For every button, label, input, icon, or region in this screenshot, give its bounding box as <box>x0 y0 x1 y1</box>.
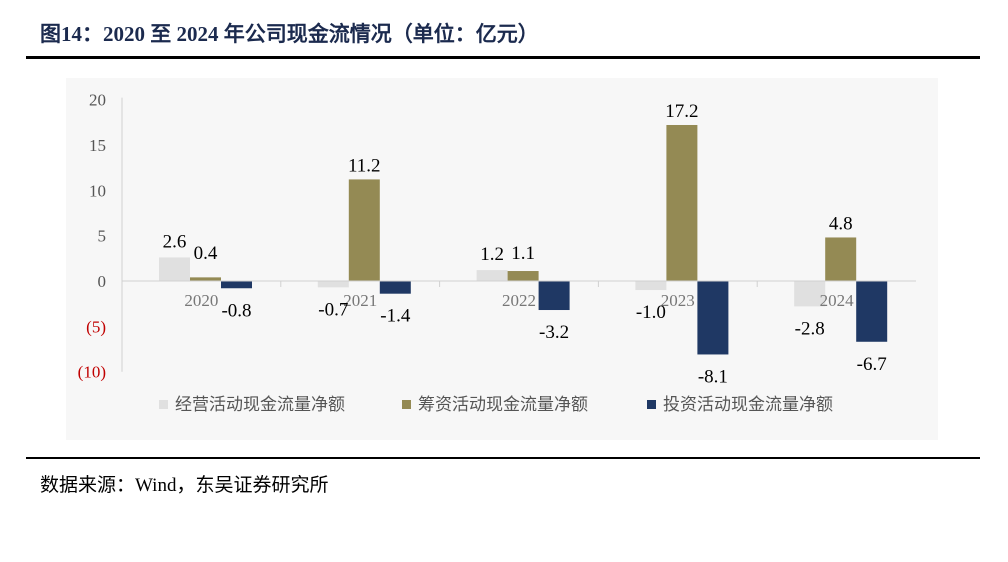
y-tick-label: 5 <box>98 227 107 246</box>
bar <box>159 257 190 281</box>
data-label: -6.7 <box>857 354 887 375</box>
source-divider <box>26 457 980 459</box>
bar <box>538 281 570 311</box>
data-label: -3.2 <box>539 322 569 343</box>
legend-label: 经营活动现金流量净额 <box>175 395 345 414</box>
figure-title: 图14：2020 至 2024 年公司现金流情况（单位：亿元） <box>40 22 539 46</box>
bar <box>666 124 698 281</box>
bar <box>507 271 539 281</box>
data-source-note: 数据来源：Wind，东吴证券研究所 <box>40 475 329 496</box>
legend-label: 投资活动现金流量净额 <box>663 395 833 414</box>
y-tick-label: 10 <box>89 181 106 200</box>
x-tick-label: 2023 <box>661 291 695 310</box>
bar <box>379 281 411 294</box>
bar <box>856 281 888 342</box>
y-tick-label: 0 <box>98 272 107 291</box>
title-divider <box>26 56 980 59</box>
x-tick-label: 2021 <box>343 291 377 310</box>
chart-panel: 20 15 10 5 0 (5) (10) 2020 2021 2022 2023 2024 2.6 0.… <box>66 78 938 440</box>
bar <box>825 237 857 281</box>
bar <box>635 281 667 291</box>
bar <box>317 281 349 288</box>
bar <box>697 281 729 355</box>
bar <box>794 281 826 307</box>
cash-flow-bar-chart: 20 15 10 5 0 (5) (10) 2020 2021 2022 2023 2024 2.6 0.… <box>78 91 916 414</box>
data-label: -0.8 <box>221 300 251 321</box>
y-tick-label: (10) <box>78 363 106 382</box>
y-tick-label: (5) <box>86 317 106 336</box>
bar <box>190 277 221 281</box>
bar <box>348 179 380 281</box>
data-label: 1.2 <box>480 244 504 265</box>
y-tick-label: 15 <box>89 136 106 155</box>
data-label: -1.4 <box>380 306 411 327</box>
legend-swatch <box>647 400 656 409</box>
data-label: -1.0 <box>636 302 666 323</box>
legend-swatch <box>159 400 168 409</box>
bar <box>476 270 508 281</box>
x-tick-label: 2024 <box>820 291 855 310</box>
bar <box>221 281 252 289</box>
data-label: -0.7 <box>318 299 348 320</box>
data-label: 11.2 <box>348 155 381 176</box>
x-tick-label: 2022 <box>502 291 536 310</box>
legend-label: 筹资活动现金流量净额 <box>418 395 588 414</box>
y-tick-label: 20 <box>89 91 106 110</box>
data-label: 2.6 <box>163 231 187 252</box>
data-label: 4.8 <box>829 213 853 234</box>
data-label: -2.8 <box>795 318 825 339</box>
data-label: 0.4 <box>194 243 218 264</box>
data-label: 1.1 <box>511 243 535 264</box>
data-label: -8.1 <box>698 366 728 387</box>
data-label: 17.2 <box>665 101 698 122</box>
x-tick-label: 2020 <box>184 291 218 310</box>
legend-swatch <box>402 400 411 409</box>
